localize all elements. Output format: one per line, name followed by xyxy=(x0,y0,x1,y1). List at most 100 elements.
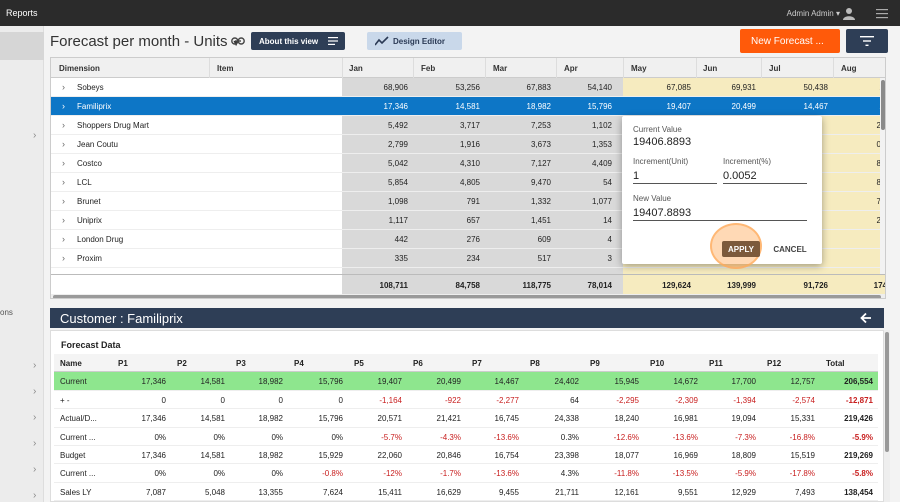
chevron-right-icon[interactable]: › xyxy=(33,490,37,501)
col-feb[interactable]: Feb xyxy=(421,64,436,73)
col-jul[interactable]: Jul xyxy=(769,64,781,73)
filter-button[interactable] xyxy=(846,29,888,53)
grid-cell[interactable]: 7 xyxy=(876,197,881,206)
grid-row[interactable]: › LCL 5,854 4,805 9,470 54 8 xyxy=(51,173,885,192)
grid-cell[interactable]: 17,346 xyxy=(383,102,408,111)
expand-chevron-icon[interactable]: › xyxy=(62,120,65,130)
brand-label[interactable]: Reports xyxy=(6,8,38,18)
cancel-button[interactable]: CANCEL xyxy=(773,245,807,254)
expand-chevron-icon[interactable]: › xyxy=(62,101,65,111)
forecast-col-header[interactable]: P8 xyxy=(530,359,540,368)
chevron-right-icon[interactable]: › xyxy=(33,438,37,449)
grid-cell[interactable]: 0 xyxy=(876,140,881,149)
forecast-col-header[interactable]: P10 xyxy=(650,359,665,368)
grid-cell[interactable]: 14 xyxy=(603,216,612,225)
grid-cell[interactable]: 20,499 xyxy=(731,102,756,111)
grid-horizontal-scrollbar[interactable] xyxy=(51,294,885,298)
grid-cell[interactable]: 5,042 xyxy=(387,159,408,168)
grid-cell[interactable]: 67,883 xyxy=(526,83,551,92)
customer-vertical-scrollbar[interactable] xyxy=(884,330,890,502)
grid-row[interactable]: › Proxim 335 234 517 3 xyxy=(51,249,885,268)
chevron-right-icon[interactable]: › xyxy=(33,386,37,397)
grid-cell[interactable]: 54,140 xyxy=(587,83,612,92)
grid-cell[interactable]: 1,353 xyxy=(591,140,612,149)
grid-cell[interactable]: 50,438 xyxy=(803,83,828,92)
grid-cell[interactable]: 1,916 xyxy=(459,140,480,149)
hamburger-icon[interactable] xyxy=(876,9,888,19)
forecast-col-header[interactable]: P4 xyxy=(294,359,304,368)
col-may[interactable]: May xyxy=(631,64,647,73)
grid-cell[interactable]: 791 xyxy=(466,197,480,206)
grid-cell[interactable]: 5,854 xyxy=(387,178,408,187)
grid-vertical-scrollbar[interactable] xyxy=(880,78,885,274)
col-jun[interactable]: Jun xyxy=(703,64,718,73)
grid-cell[interactable]: 2 xyxy=(876,216,881,225)
about-view-button[interactable]: About this view xyxy=(251,32,345,50)
grid-cell[interactable]: 1,102 xyxy=(591,121,612,130)
apply-button[interactable]: APPLY xyxy=(722,241,760,257)
forecast-table-row[interactable]: Actual/D... 17,346 14,581 18,982 15,796 20,57… xyxy=(54,409,878,428)
forecast-table-row[interactable]: + - 0 0 0 0 -1,164 -922 -2,277 64 -2,295 -2,309 -1,… xyxy=(54,391,878,410)
grid-cell[interactable]: 234 xyxy=(466,254,480,263)
grid-cell[interactable]: 4,409 xyxy=(591,159,612,168)
user-menu[interactable]: Admin Admin ▾ xyxy=(786,9,840,18)
col-jan[interactable]: Jan xyxy=(349,64,363,73)
grid-cell[interactable]: 517 xyxy=(537,254,551,263)
expand-chevron-icon[interactable]: › xyxy=(62,139,65,149)
grid-row[interactable]: › Familiprix 17,346 14,581 18,982 15,796 19,40… xyxy=(51,97,885,116)
grid-cell[interactable]: 15,796 xyxy=(587,102,612,111)
grid-cell[interactable]: 68,906 xyxy=(383,83,408,92)
design-editor-button[interactable]: Design Editor xyxy=(367,32,462,50)
grid-cell[interactable]: 657 xyxy=(466,216,480,225)
expand-chevron-icon[interactable]: › xyxy=(62,177,65,187)
col-dimension[interactable]: Dimension xyxy=(59,64,100,73)
grid-cell[interactable]: 18,982 xyxy=(526,102,551,111)
increment-unit-input[interactable] xyxy=(633,168,717,184)
grid-cell[interactable]: 8 xyxy=(876,159,881,168)
chevron-right-icon[interactable]: › xyxy=(33,130,37,141)
chevron-right-icon[interactable]: › xyxy=(33,464,37,475)
grid-cell[interactable]: 7,127 xyxy=(530,159,551,168)
forecast-col-header[interactable]: P12 xyxy=(767,359,782,368)
grid-cell[interactable]: 67,085 xyxy=(666,83,691,92)
new-forecast-button[interactable]: New Forecast ... xyxy=(740,29,840,53)
expand-chevron-icon[interactable]: › xyxy=(62,253,65,263)
col-item[interactable]: Item xyxy=(217,64,234,73)
forecast-col-header[interactable]: Total xyxy=(826,359,845,368)
forecast-col-header[interactable]: P1 xyxy=(118,359,128,368)
grid-cell[interactable]: 1,077 xyxy=(591,197,612,206)
forecast-col-header[interactable]: Name xyxy=(60,359,82,368)
increment-percent-input[interactable] xyxy=(723,168,807,184)
grid-cell[interactable]: 8 xyxy=(876,178,881,187)
expand-chevron-icon[interactable]: › xyxy=(62,234,65,244)
grid-cell[interactable]: 7,253 xyxy=(530,121,551,130)
grid-cell[interactable]: 4 xyxy=(607,235,612,244)
rail-item-label[interactable]: ons xyxy=(0,308,13,317)
grid-cell[interactable]: 1,332 xyxy=(530,197,551,206)
grid-cell[interactable]: 276 xyxy=(466,235,480,244)
grid-row[interactable]: › Sobeys 68,906 53,256 67,883 54,140 67,085 69,… xyxy=(51,78,885,97)
grid-cell[interactable]: 4,805 xyxy=(459,178,480,187)
forecast-col-header[interactable]: P6 xyxy=(413,359,423,368)
grid-cell[interactable]: 2,799 xyxy=(387,140,408,149)
forecast-col-header[interactable]: P9 xyxy=(590,359,600,368)
forecast-table-row[interactable]: Budget 17,346 14,581 18,982 15,929 22,060 20,8… xyxy=(54,446,878,465)
grid-cell[interactable]: 9,470 xyxy=(530,178,551,187)
grid-cell[interactable]: 5,492 xyxy=(387,121,408,130)
col-aug[interactable]: Aug xyxy=(841,64,857,73)
grid-cell[interactable]: 1,098 xyxy=(387,197,408,206)
forecast-table-row[interactable]: Current ... 0% 0% 0% 0% -5.7% -4.3% -13.6% 0.3% -… xyxy=(54,428,878,446)
expand-chevron-icon[interactable]: › xyxy=(62,158,65,168)
arrow-left-icon[interactable] xyxy=(860,312,872,324)
grid-cell[interactable]: 3,717 xyxy=(459,121,480,130)
grid-cell[interactable]: 442 xyxy=(394,235,408,244)
grid-row[interactable]: › Jean Coutu 2,799 1,916 3,673 1,353 0 xyxy=(51,135,885,154)
forecast-table-row[interactable]: Current 17,346 14,581 18,982 15,796 19,407 20,… xyxy=(54,372,878,391)
forecast-table-row[interactable]: Sales LY 7,087 5,048 13,355 7,624 15,411 16,62… xyxy=(54,483,878,501)
grid-cell[interactable]: 14,467 xyxy=(803,102,828,111)
expand-chevron-icon[interactable]: › xyxy=(62,82,65,92)
forecast-col-header[interactable]: P3 xyxy=(236,359,246,368)
grid-cell[interactable]: 2 xyxy=(876,121,881,130)
col-apr[interactable]: Apr xyxy=(564,64,578,73)
chevron-right-icon[interactable]: › xyxy=(33,360,37,371)
